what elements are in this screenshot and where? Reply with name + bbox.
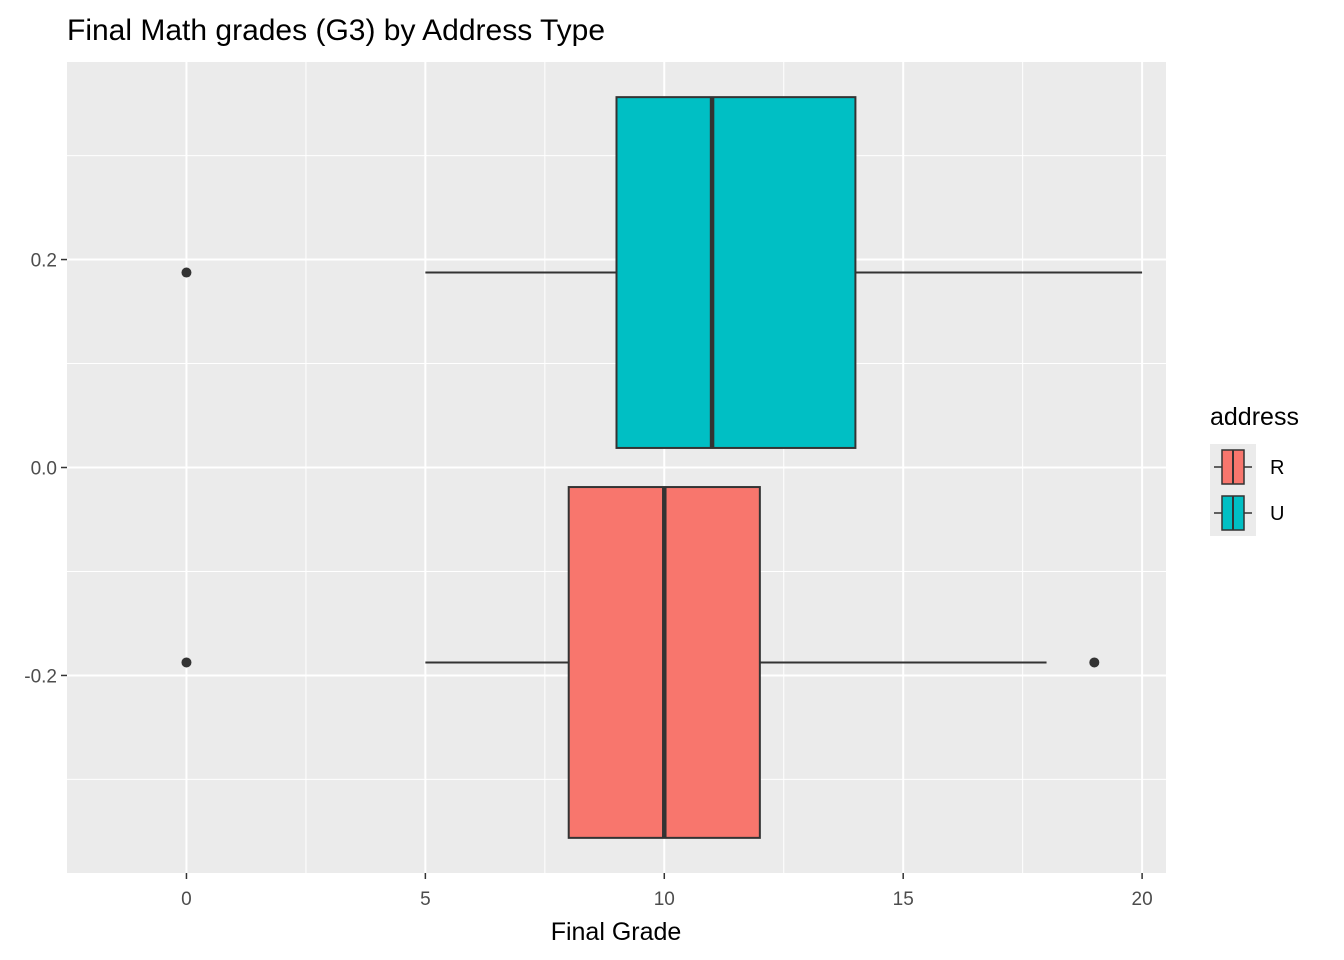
chart-title: Final Math grades (G3) by Address Type <box>67 14 605 47</box>
x-tick-label: 0 <box>181 889 192 910</box>
outlier-point <box>1089 657 1100 668</box>
y-tick-label: 0.2 <box>31 251 57 272</box>
legend-label: R <box>1270 457 1284 479</box>
legend-entry-r: R <box>1210 444 1284 490</box>
legend: address RU <box>1210 403 1299 536</box>
box-r <box>181 486 1100 839</box>
x-tick-label: 15 <box>893 889 914 910</box>
iqr-box <box>615 96 857 449</box>
box-u <box>181 96 1143 449</box>
outlier-point <box>181 267 192 278</box>
y-tick-label: -0.2 <box>24 666 57 687</box>
legend-entries: RU <box>1210 444 1284 536</box>
axes: 0 5 10 15 20 0.2 0.0 -0.2 <box>24 251 1152 910</box>
y-tick-label: 0.0 <box>31 459 57 480</box>
boxes <box>181 96 1143 839</box>
x-tick-label: 20 <box>1132 889 1153 910</box>
x-tick-label: 5 <box>420 889 431 910</box>
legend-label: U <box>1270 503 1284 525</box>
outlier-point <box>181 657 192 668</box>
legend-title: address <box>1210 403 1299 431</box>
x-tick-label: 10 <box>654 889 675 910</box>
x-axis-title: Final Grade <box>551 918 682 946</box>
legend-entry-u: U <box>1210 490 1284 536</box>
